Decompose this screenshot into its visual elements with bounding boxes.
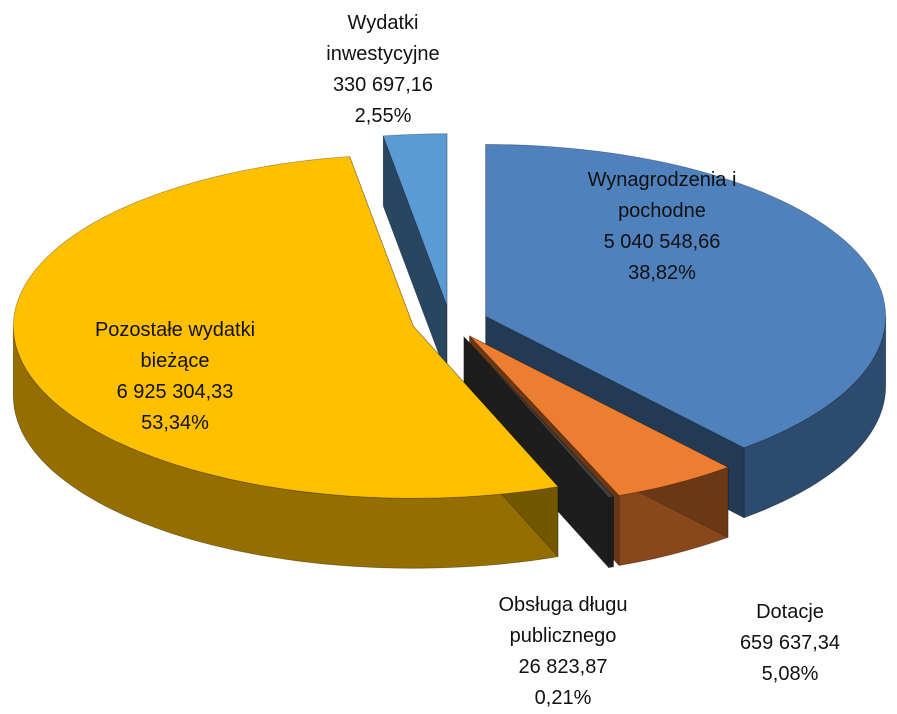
data-label: Wynagrodzenia i pochodne 5 040 548,66 38,8… [562, 165, 762, 289]
slice [485, 143, 887, 449]
label-category: Pozostałe wydatki bieżące [94, 319, 256, 372]
label-percent: 0,21% [534, 687, 592, 709]
label-percent: 2,55% [354, 105, 412, 127]
label-percent: 5,08% [761, 663, 819, 685]
slice [12, 156, 559, 499]
data-label: Pozostałe wydatki bieżące 6 925 304,33 53,… [60, 315, 290, 439]
label-value: 330 697,16 [332, 74, 434, 96]
label-value: 5 040 548,66 [603, 231, 721, 253]
slice-edge-shade [383, 135, 447, 376]
label-value: 659 637,34 [739, 632, 841, 654]
data-label: Dotacje 659 637,34 5,08% [720, 597, 860, 690]
slice-wall [12, 326, 559, 569]
label-value: 6 925 304,33 [116, 381, 234, 403]
slice-wall [743, 316, 887, 519]
label-percent: 38,82% [628, 262, 696, 284]
slice-edge-shade [463, 337, 609, 568]
label-percent: 53,34% [141, 412, 209, 434]
label-category: Dotacje [756, 601, 824, 623]
label-value: 26 823,87 [518, 656, 608, 678]
slice [463, 336, 615, 499]
slice-wall-shade [744, 316, 886, 518]
data-label: Wydatki inwestycyjne 330 697,16 2,55% [303, 8, 463, 132]
tops [12, 133, 887, 499]
slice [382, 133, 448, 306]
slice [469, 335, 730, 496]
label-category: Wydatki inwestycyjne [326, 12, 440, 65]
data-label: Obsługa długu publicznego 26 823,87 0,21% [463, 590, 663, 714]
label-category: Obsługa długu publicznego [498, 594, 628, 647]
slice-wall-shade [13, 326, 559, 569]
label-category: Wynagrodzenia i pochodne [587, 169, 737, 222]
